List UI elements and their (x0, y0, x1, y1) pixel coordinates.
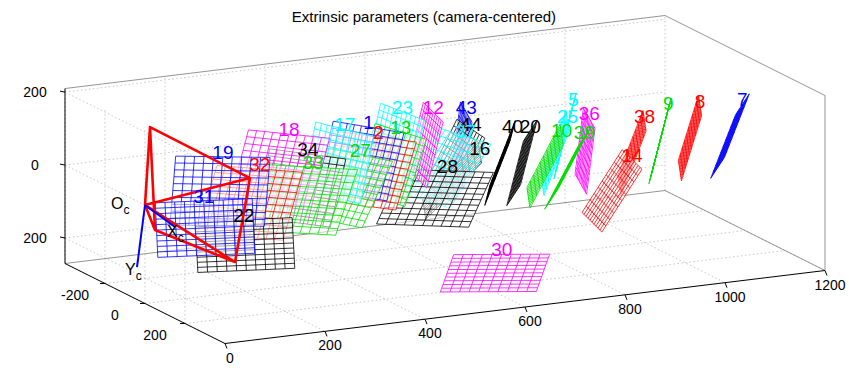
y-tick (140, 303, 145, 304)
plane-label: 14 (621, 145, 643, 166)
grid-line (145, 129, 146, 304)
ticks: 0 200 400 600 800 1000 1200 -200 0 200 200 0 200 (23, 84, 845, 365)
x-tick-label: 200 (318, 337, 342, 353)
x-tick-label: 1200 (814, 277, 845, 293)
z-tick-label: 200 (23, 230, 47, 246)
y-tick-label: 0 (111, 307, 119, 323)
camera-frustum (145, 127, 250, 262)
x-tick-label: 1000 (714, 289, 745, 305)
camera-label-subscript: c (123, 203, 129, 217)
plane-label: 39 (574, 122, 595, 143)
z-tick-label: 200 (23, 84, 47, 100)
grid-line (105, 109, 106, 284)
z-tick (60, 91, 65, 92)
x-tick (425, 319, 427, 324)
plane-labels: 1931322218343327171213231243443716284020… (193, 89, 747, 261)
chart: Extrinsic parameters (camera-centered) 0 2… (0, 0, 849, 370)
box-edge (665, 191, 825, 271)
x-tick (825, 271, 827, 276)
y-tick (100, 283, 105, 284)
box-edge (65, 16, 665, 89)
camera-label-subscript: c (178, 231, 184, 245)
plane-label: 18 (279, 119, 300, 140)
plane-label: 19 (212, 142, 233, 163)
z-tick (60, 164, 65, 165)
plane-label: 36 (579, 103, 600, 124)
plane-label: 16 (469, 138, 490, 159)
y-tick (180, 323, 185, 324)
z-tick-label: 0 (31, 157, 39, 173)
plane-label: 2 (373, 122, 384, 143)
camera-label: Oc (111, 195, 129, 217)
camera-label-subscript: c (136, 269, 142, 283)
grid-line (65, 19, 665, 92)
plane-label: 17 (334, 114, 355, 135)
plane-label: 31 (193, 186, 214, 207)
x-tick (525, 307, 527, 312)
x-tick (625, 295, 627, 300)
y-axis (65, 264, 225, 344)
camera-label: Yc (125, 261, 142, 283)
grid-line (665, 191, 825, 271)
z-axis (65, 89, 66, 264)
z-tick (60, 237, 65, 238)
plane-label: 30 (491, 239, 512, 260)
grid-line (65, 89, 66, 264)
plane-label: 8 (695, 91, 706, 112)
y-tick-label: -200 (61, 287, 89, 303)
plane-label: 12 (423, 97, 444, 118)
plane-label: 27 (350, 140, 371, 161)
plane-label: 7 (737, 89, 748, 110)
plane-label: 28 (437, 156, 458, 177)
x-tick-label: 600 (518, 313, 542, 329)
x-tick (225, 344, 227, 349)
grid (65, 16, 825, 344)
plane-label: 13 (390, 117, 411, 138)
camera-label: Xc (167, 223, 184, 245)
box-edge (665, 16, 825, 96)
box-edge (825, 96, 826, 271)
plane-label: 32 (249, 154, 270, 175)
plane-label: 38 (634, 106, 655, 127)
y-tick-label: 200 (143, 327, 167, 343)
x-tick (725, 283, 727, 288)
plot-area (155, 93, 749, 292)
plane-label: 23 (392, 97, 413, 118)
x-tick-label: 0 (226, 350, 234, 366)
camera-y-axis (137, 205, 145, 267)
plane-label: 22 (233, 205, 254, 226)
x-tick-label: 800 (618, 301, 642, 317)
plane-label: 9 (663, 93, 674, 114)
x-tick-label: 400 (418, 325, 442, 341)
box (65, 16, 825, 344)
title: Extrinsic parameters (camera-centered) (292, 8, 556, 25)
camera: Oc Xc Yc (111, 127, 250, 283)
plane-label: 20 (520, 116, 541, 137)
plane-label: 33 (302, 152, 323, 173)
x-tick (325, 331, 327, 336)
